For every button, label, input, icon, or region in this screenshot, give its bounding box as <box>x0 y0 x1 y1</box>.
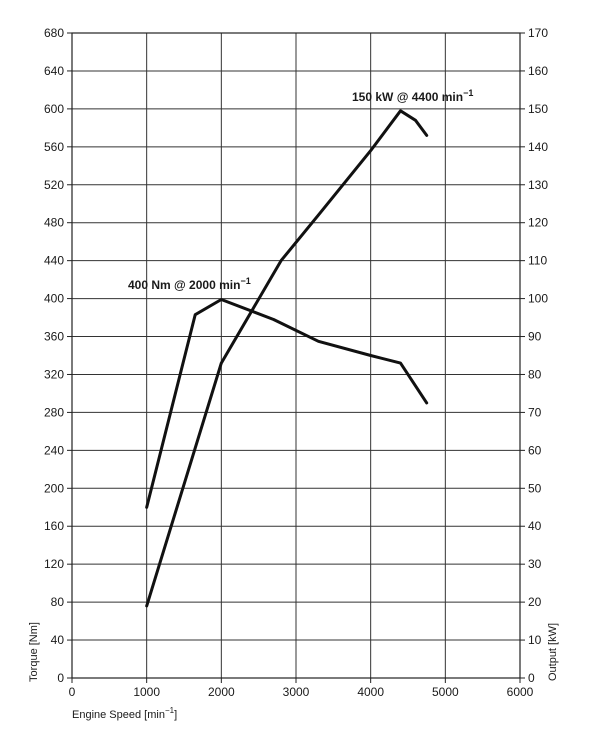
right-tick-label: 120 <box>528 216 548 230</box>
right-tick-label: 70 <box>528 405 542 419</box>
power-peak-annotation: 150 kW @ 4400 min−1 <box>352 88 473 104</box>
left-tick-label: 80 <box>51 595 65 609</box>
left-tick-label: 400 <box>44 292 64 306</box>
x-tick-label: 2000 <box>208 685 235 699</box>
left-tick-label: 520 <box>44 178 64 192</box>
left-tick-label: 40 <box>51 633 65 647</box>
left-tick-label: 0 <box>57 671 64 685</box>
left-tick-label: 280 <box>44 405 64 419</box>
right-axis-label: Output [kW] <box>547 623 559 681</box>
right-tick-label: 50 <box>528 481 542 495</box>
right-axis-ticks: 0 10 20 30 40 50 60 70 80 90 100 110 120 130 140 150 160… <box>520 26 548 685</box>
left-tick-label: 200 <box>44 481 64 495</box>
right-tick-label: 150 <box>528 102 548 116</box>
x-axis-label: Engine Speed [min−1] <box>72 706 177 721</box>
left-tick-label: 600 <box>44 102 64 116</box>
x-tick-label: 5000 <box>432 685 459 699</box>
left-axis-ticks: 0 40 80 120 160 200 240 280 320 360 400 440 480 520 56… <box>44 26 72 685</box>
right-tick-label: 0 <box>528 671 535 685</box>
left-tick-label: 440 <box>44 254 64 268</box>
right-tick-label: 10 <box>528 633 542 647</box>
left-tick-label: 160 <box>44 519 64 533</box>
left-tick-label: 360 <box>44 330 64 344</box>
torque-curve <box>145 298 429 509</box>
x-tick-label: 4000 <box>357 685 384 699</box>
chart-series <box>145 109 429 608</box>
left-tick-label: 480 <box>44 216 64 230</box>
output-curve <box>145 109 429 608</box>
right-tick-label: 130 <box>528 178 548 192</box>
chart-grid <box>72 33 520 678</box>
left-tick-label: 320 <box>44 367 64 381</box>
right-tick-label: 140 <box>528 140 548 154</box>
right-tick-label: 40 <box>528 519 542 533</box>
left-tick-label: 680 <box>44 26 64 40</box>
right-tick-label: 80 <box>528 367 542 381</box>
left-tick-label: 240 <box>44 443 64 457</box>
x-axis-ticks: 0 1000 2000 3000 4000 5000 6000 <box>69 678 534 699</box>
left-tick-label: 120 <box>44 557 64 571</box>
x-tick-label: 3000 <box>283 685 310 699</box>
right-tick-label: 100 <box>528 292 548 306</box>
x-tick-label: 6000 <box>507 685 534 699</box>
right-tick-label: 170 <box>528 26 548 40</box>
left-axis-label: Torque [Nm] <box>28 622 40 682</box>
left-tick-label: 640 <box>44 64 64 78</box>
right-tick-label: 90 <box>528 330 542 344</box>
right-tick-label: 60 <box>528 443 542 457</box>
x-tick-label: 1000 <box>133 685 160 699</box>
right-tick-label: 160 <box>528 64 548 78</box>
left-tick-label: 560 <box>44 140 64 154</box>
torque-peak-annotation: 400 Nm @ 2000 min−1 <box>128 276 251 292</box>
x-tick-label: 0 <box>69 685 76 699</box>
right-tick-label: 30 <box>528 557 542 571</box>
right-tick-label: 110 <box>528 254 547 268</box>
right-tick-label: 20 <box>528 595 542 609</box>
